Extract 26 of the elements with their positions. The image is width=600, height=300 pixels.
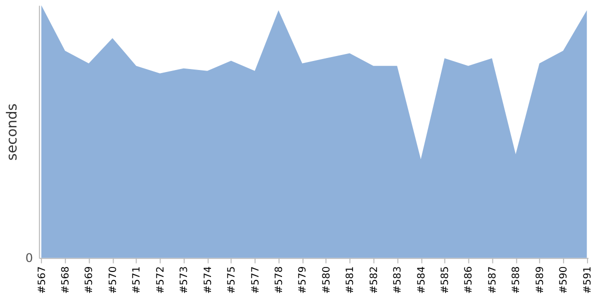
x-tick-label: #586: [464, 266, 475, 294]
x-tick-label: #578: [274, 266, 285, 294]
x-tick-label: #569: [84, 266, 96, 294]
x-tick-label: #568: [60, 266, 72, 294]
x-tick-label: #573: [179, 266, 190, 294]
x-tick-label: #575: [226, 266, 238, 294]
x-tick-label: #571: [132, 266, 143, 294]
x-tick-label: #577: [250, 266, 262, 294]
x-tick-label: #587: [487, 266, 498, 294]
x-tick-label: #572: [155, 266, 166, 294]
x-tick-label: #579: [298, 266, 309, 294]
x-tick-label: #589: [534, 266, 546, 294]
x-tick-label: #590: [558, 266, 570, 294]
x-tick-label: #580: [321, 266, 332, 294]
x-tick-label: #582: [368, 266, 380, 294]
x-tick-label: #583: [392, 266, 404, 294]
x-tick-label: #574: [202, 266, 214, 294]
text: 0: [25, 250, 33, 265]
x-tick-label: #588: [511, 266, 522, 294]
x-tick-label: #585: [440, 266, 452, 294]
x-tick-label: #570: [108, 266, 119, 294]
x-tick-label: #591: [582, 266, 594, 294]
y-axis-title: seconds: [4, 103, 20, 161]
x-tick-label: #567: [36, 266, 48, 294]
x-tick-label: #581: [345, 266, 356, 294]
x-tick-label: #584: [416, 266, 428, 294]
